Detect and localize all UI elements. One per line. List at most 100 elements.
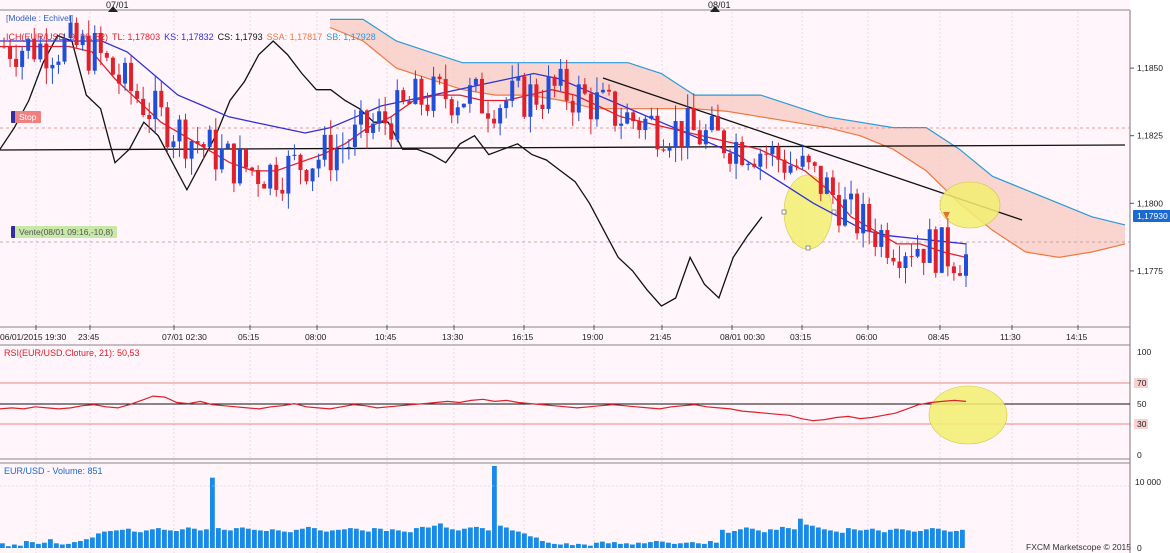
volume-bar <box>258 530 263 548</box>
volume-bar <box>354 528 359 548</box>
candle-body <box>116 74 121 84</box>
candle-body <box>619 123 624 126</box>
candle-body <box>600 89 605 93</box>
candle-body <box>165 107 170 148</box>
volume-bar <box>744 527 749 548</box>
candle-body <box>256 170 261 184</box>
rsi-title: RSI(EUR/USD.Cloture, 21): 50,53 <box>4 348 140 358</box>
candle-body <box>274 164 279 190</box>
candle-body <box>782 159 787 173</box>
volume-bar <box>918 531 923 548</box>
volume-bar <box>252 529 257 548</box>
candle-body <box>788 165 793 173</box>
candle-body <box>231 143 236 184</box>
candle-body <box>643 118 648 131</box>
volume-bar <box>264 531 269 548</box>
candle-body <box>401 90 406 102</box>
volume-bar <box>336 529 341 548</box>
volume-bar <box>228 530 233 548</box>
candle-body <box>153 90 158 120</box>
volume-bar <box>954 531 959 548</box>
volume-bar <box>186 527 191 548</box>
candle-body <box>855 193 860 234</box>
time-tick-label: 16:15 <box>512 332 534 342</box>
volume-title: EUR/USD - Volume: 851 <box>4 466 103 476</box>
candle-body <box>679 121 684 147</box>
volume-bar <box>144 530 149 548</box>
candle-body <box>437 76 442 80</box>
candle-body <box>764 153 769 155</box>
candle-body <box>413 78 418 105</box>
volume-bar <box>48 539 53 548</box>
volume-bar <box>174 531 179 548</box>
candle-body <box>836 195 841 226</box>
volume-bar <box>774 529 779 548</box>
volume-bar <box>786 528 791 548</box>
candle-body <box>649 115 654 119</box>
volume-bar <box>366 531 371 548</box>
candle-body <box>358 110 363 125</box>
candle-body <box>371 123 376 133</box>
volume-bar <box>792 529 797 548</box>
candle-body <box>812 162 817 166</box>
candle-body <box>921 248 926 263</box>
volume-bar <box>216 528 221 548</box>
price-axis-area <box>1130 0 1170 553</box>
candle-body <box>44 43 49 69</box>
time-tick-label: 14:15 <box>1066 332 1088 342</box>
candle-body <box>957 273 962 276</box>
ellipse-handle[interactable] <box>805 245 811 251</box>
volume-bar <box>438 523 443 548</box>
candle-body <box>74 22 79 46</box>
volume-bar <box>414 528 419 548</box>
volume-bar <box>600 541 605 548</box>
time-axis: 06/01/2015 19:30 23:45 07/01 02:30 05:15 08:… <box>0 325 1088 342</box>
volume-bar <box>402 531 407 548</box>
candle-body <box>631 112 636 122</box>
highlight-ellipse-1 <box>783 174 833 250</box>
volume-bar <box>342 529 347 548</box>
candle-body <box>383 111 388 124</box>
volume-bar <box>120 529 125 548</box>
time-tick-label: 08:00 <box>305 332 327 342</box>
model-label: [Modèle : Echivel] <box>6 13 74 23</box>
volume-bar <box>156 528 161 548</box>
candle-body <box>715 116 720 131</box>
candle-body <box>189 141 194 159</box>
volume-bar <box>876 530 881 548</box>
rsi-highlight-ellipse <box>928 385 1008 445</box>
candle-body <box>576 84 581 113</box>
candle-body <box>842 199 847 226</box>
time-tick-label: 10:45 <box>375 332 397 342</box>
ellipse-handle[interactable] <box>781 209 787 215</box>
candle-body <box>546 76 551 109</box>
candle-body <box>310 168 315 182</box>
candle-body <box>498 108 503 124</box>
candle-body <box>897 261 902 269</box>
candle-body <box>734 142 739 164</box>
stop-tag[interactable]: Stop <box>11 111 41 123</box>
volume-bar <box>558 544 563 548</box>
senkou-span-b-line <box>330 18 1126 226</box>
volume-bar <box>84 539 89 548</box>
candle-body <box>504 100 509 109</box>
footer-copyright: FXCM Marketscope © 2015 <box>1026 542 1131 552</box>
rsi-axis-30-bg <box>1134 419 1148 429</box>
vente-tag[interactable]: Vente(08/01 09:16,-10,8) <box>11 226 118 238</box>
volume-bar <box>246 528 251 548</box>
candle-body <box>697 130 702 145</box>
candle-body <box>740 142 745 166</box>
volume-bar <box>510 530 515 548</box>
volume-bar <box>768 529 773 548</box>
candle-body <box>818 165 823 194</box>
volume-bar <box>846 528 851 548</box>
volume-bar <box>924 529 929 548</box>
candle-body <box>237 149 242 184</box>
volume-bar <box>444 527 449 548</box>
candle-body <box>849 193 854 200</box>
date-marker-arrow <box>108 6 118 12</box>
time-tick-label: 05:15 <box>238 332 260 342</box>
price-axis: 1,1850 1,1825 1,1800 1,1775 <box>1130 63 1163 276</box>
ichimoku-cs: CS: 1,1793 <box>217 32 263 42</box>
